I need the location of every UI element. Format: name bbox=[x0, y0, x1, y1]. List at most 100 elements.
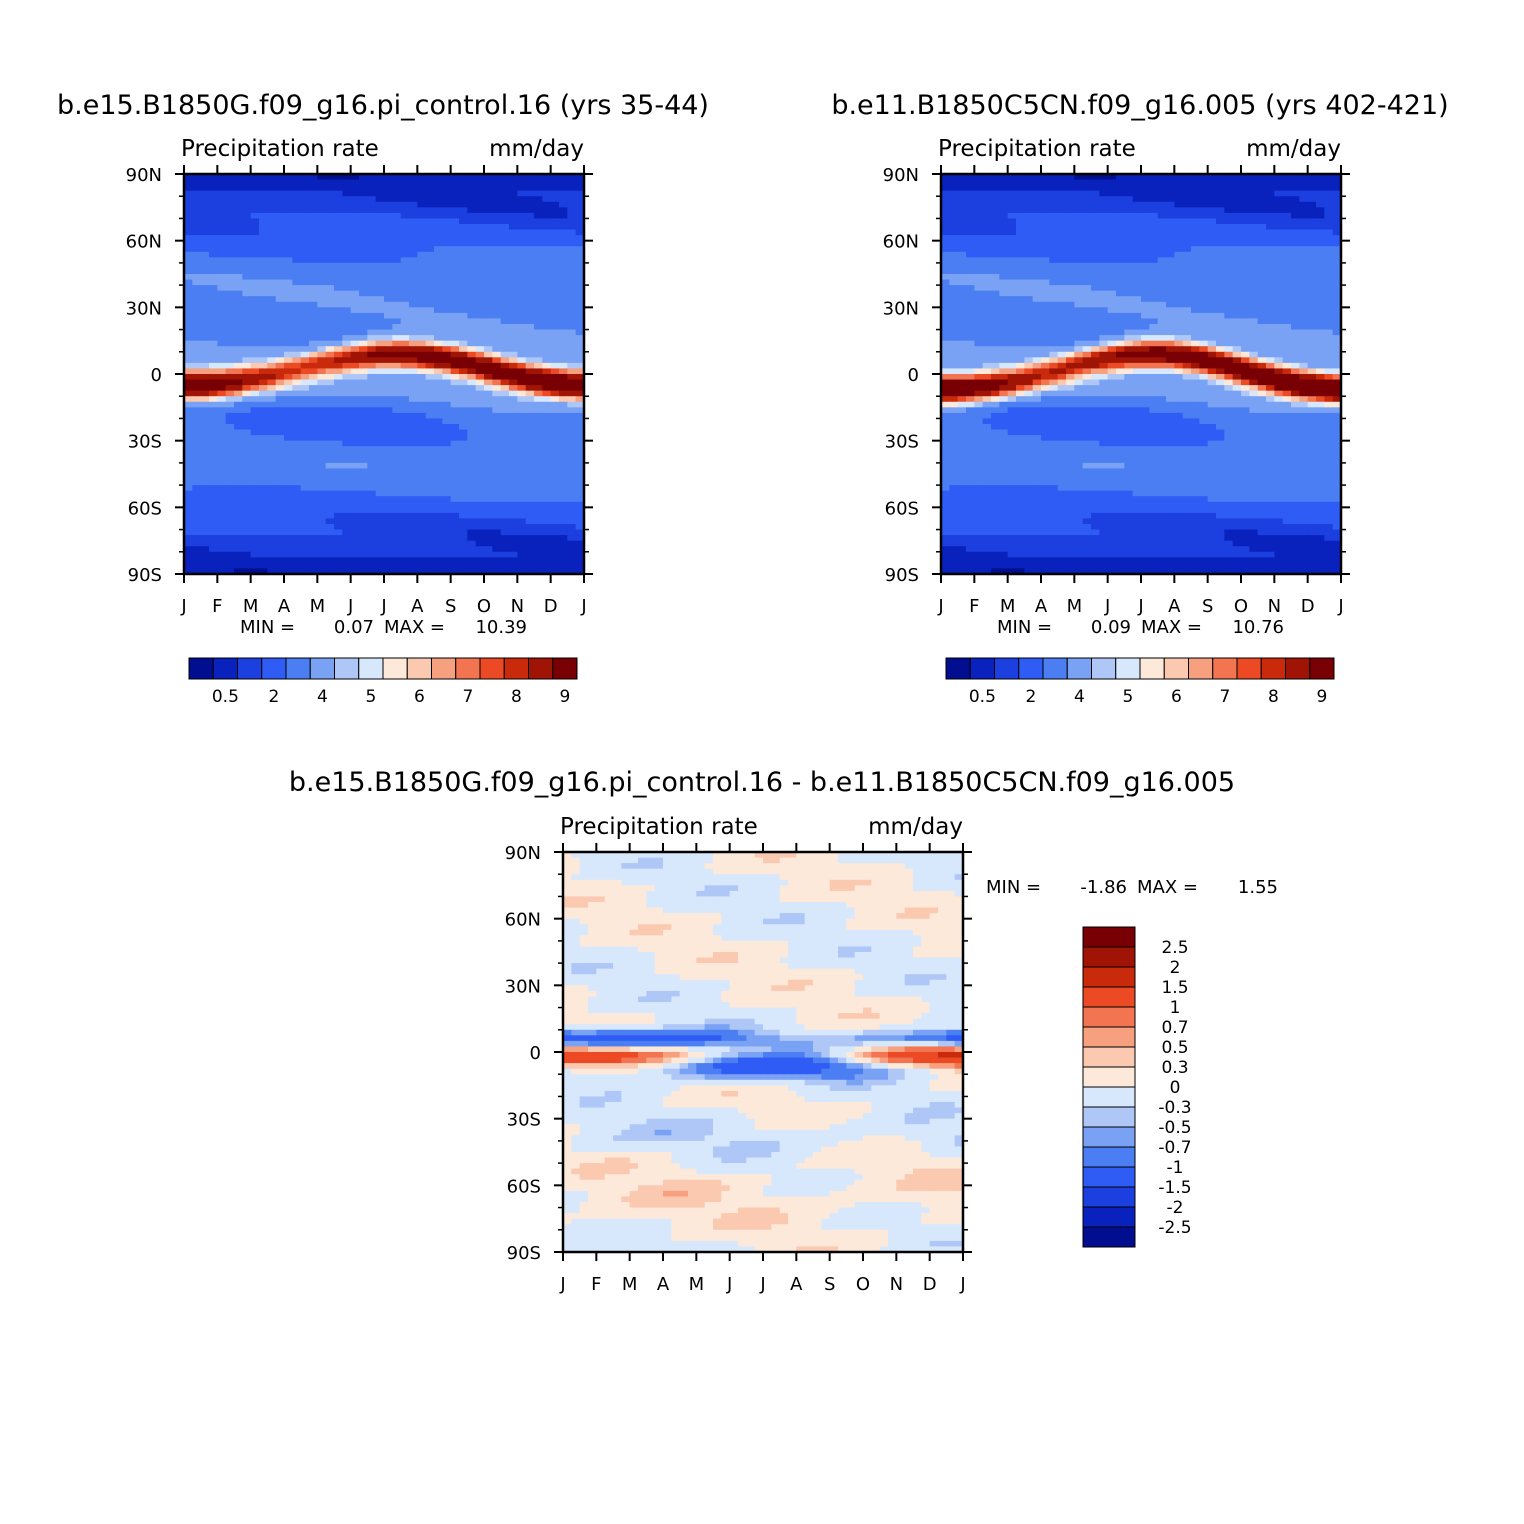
contour-cell bbox=[1024, 324, 1034, 331]
contour-cell bbox=[184, 518, 193, 525]
contour-cell bbox=[342, 535, 352, 542]
contour-cell bbox=[550, 440, 560, 447]
contour-cell bbox=[492, 474, 502, 481]
contour-cell bbox=[417, 362, 427, 370]
contour-cell bbox=[300, 318, 310, 325]
contour-cell bbox=[434, 312, 443, 320]
contour-cell bbox=[484, 268, 493, 275]
contour-cell bbox=[400, 535, 410, 542]
contour-cell bbox=[384, 218, 393, 225]
contour-cell bbox=[525, 407, 535, 414]
contour-cell bbox=[1174, 340, 1184, 347]
contour-cell bbox=[367, 224, 377, 231]
contour-cell bbox=[425, 535, 435, 542]
contour-cell bbox=[575, 529, 585, 536]
contour-cell bbox=[1099, 340, 1109, 347]
contour-cell bbox=[234, 446, 243, 453]
contour-cell bbox=[234, 490, 243, 497]
contour-cell bbox=[1024, 329, 1034, 336]
contour-cell bbox=[550, 218, 560, 225]
contour-cell bbox=[1249, 246, 1259, 253]
contour-cell bbox=[517, 279, 527, 286]
contour-cell bbox=[459, 474, 468, 481]
contour-cell bbox=[1249, 324, 1259, 331]
contour-cell bbox=[1282, 224, 1292, 231]
contour-cell bbox=[325, 407, 335, 414]
contour-cell bbox=[317, 346, 327, 353]
contour-cell bbox=[1024, 318, 1034, 325]
contour-cell bbox=[1216, 218, 1225, 225]
contour-cell bbox=[542, 218, 552, 225]
contour-cell bbox=[250, 401, 260, 408]
contour-cell bbox=[1032, 274, 1042, 281]
contour-cell bbox=[267, 207, 277, 214]
contour-cell bbox=[957, 285, 967, 292]
contour-cell bbox=[575, 185, 585, 192]
contour-cell bbox=[1257, 190, 1267, 197]
contour-cell bbox=[1257, 257, 1267, 264]
contour-cell bbox=[1332, 196, 1342, 203]
contour-cell bbox=[267, 435, 277, 442]
contour-cell bbox=[400, 179, 410, 186]
contour-cell bbox=[459, 418, 468, 425]
contour-cell bbox=[534, 568, 543, 575]
contour-cell bbox=[1299, 324, 1309, 331]
contour-cell bbox=[982, 185, 992, 192]
contour-cell bbox=[534, 174, 543, 181]
contour-cell bbox=[292, 496, 302, 503]
contour-cell bbox=[459, 501, 468, 508]
contour-cell bbox=[192, 474, 202, 481]
contour-cell bbox=[1107, 340, 1117, 347]
contour-cell bbox=[1166, 207, 1175, 214]
contour-cell bbox=[1174, 218, 1184, 225]
contour-cell bbox=[1091, 279, 1100, 286]
contour-cell bbox=[459, 479, 468, 486]
contour-cell bbox=[1074, 335, 1084, 342]
contour-cell bbox=[434, 374, 443, 381]
contour-cell bbox=[467, 351, 477, 358]
contour-cell bbox=[409, 401, 418, 408]
contour-cell bbox=[350, 335, 360, 342]
contour-cell bbox=[509, 418, 518, 425]
contour-cell bbox=[567, 201, 577, 208]
contour-cell bbox=[367, 396, 377, 403]
contour-cell bbox=[250, 446, 260, 453]
contour-cell bbox=[1091, 224, 1100, 231]
contour-cell bbox=[517, 229, 527, 236]
contour-cell bbox=[342, 329, 352, 336]
contour-cell bbox=[534, 479, 543, 486]
contour-cell bbox=[384, 424, 393, 431]
contour-cell bbox=[1199, 251, 1209, 258]
contour-cell bbox=[192, 451, 202, 458]
contour-cell bbox=[1249, 318, 1259, 325]
y-tick-label: 60S bbox=[128, 498, 162, 519]
contour-cell bbox=[334, 557, 343, 564]
contour-cell bbox=[1241, 296, 1250, 303]
contour-cell bbox=[1249, 329, 1259, 336]
contour-cell bbox=[309, 424, 318, 431]
contour-cell bbox=[284, 212, 293, 220]
contour-cell bbox=[317, 529, 327, 536]
contour-cell bbox=[1174, 296, 1184, 303]
contour-cell bbox=[966, 201, 975, 208]
contour-cell bbox=[417, 462, 427, 470]
contour-cell bbox=[450, 529, 460, 536]
contour-cell bbox=[949, 246, 959, 253]
contour-cell bbox=[317, 401, 327, 408]
contour-cell bbox=[325, 396, 335, 403]
contour-cell bbox=[550, 424, 560, 431]
contour-cell bbox=[417, 246, 427, 253]
contour-cell bbox=[550, 235, 560, 242]
contour-cell bbox=[941, 285, 950, 292]
contour-cell bbox=[384, 401, 393, 408]
contour-cell bbox=[359, 229, 368, 236]
contour-cell bbox=[1149, 179, 1159, 186]
contour-cell bbox=[225, 496, 235, 503]
contour-cell bbox=[400, 551, 410, 558]
contour-cell bbox=[1041, 174, 1050, 181]
contour-cell bbox=[1324, 235, 1334, 242]
contour-cell bbox=[475, 346, 485, 353]
contour-cell bbox=[534, 290, 543, 297]
contour-cell bbox=[517, 351, 527, 358]
contour-cell bbox=[467, 551, 477, 558]
